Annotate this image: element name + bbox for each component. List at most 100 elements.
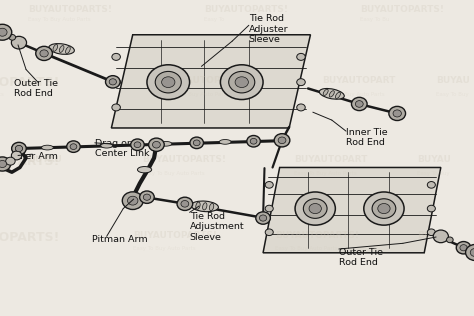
- Ellipse shape: [297, 53, 305, 60]
- Ellipse shape: [250, 138, 257, 144]
- Text: TOPARTS!: TOPARTS!: [0, 76, 60, 89]
- Ellipse shape: [297, 79, 305, 86]
- Text: Inner Tie
Rod End: Inner Tie Rod End: [346, 128, 388, 147]
- Text: BUYAUTOPARTS!: BUYAUTOPARTS!: [204, 5, 288, 14]
- Text: Tie Rod
Adjuster
Sleeve: Tie Rod Adjuster Sleeve: [249, 14, 289, 44]
- Ellipse shape: [112, 53, 120, 60]
- Ellipse shape: [447, 237, 453, 243]
- Text: BUYAU: BUYAU: [417, 155, 451, 164]
- Text: TOPARTS!: TOPARTS!: [0, 155, 60, 168]
- Ellipse shape: [40, 50, 48, 57]
- Text: Outer Tie
Rod End: Outer Tie Rod End: [339, 248, 383, 267]
- Text: Drag or
Center Link: Drag or Center Link: [95, 139, 149, 158]
- Ellipse shape: [372, 199, 396, 218]
- Ellipse shape: [309, 204, 321, 214]
- Text: TOPARTS!: TOPARTS!: [0, 231, 60, 244]
- Ellipse shape: [393, 110, 401, 117]
- Ellipse shape: [147, 65, 190, 100]
- Ellipse shape: [303, 199, 327, 218]
- Text: Parts: Parts: [0, 92, 4, 97]
- Ellipse shape: [15, 145, 23, 152]
- Ellipse shape: [42, 145, 54, 150]
- Ellipse shape: [356, 100, 363, 107]
- Text: Parts: Parts: [0, 171, 4, 176]
- Ellipse shape: [11, 151, 22, 160]
- Ellipse shape: [279, 137, 285, 143]
- Ellipse shape: [153, 141, 160, 148]
- Ellipse shape: [389, 106, 406, 120]
- Text: BUYAUTOPART: BUYAUTOPART: [294, 155, 367, 164]
- Ellipse shape: [428, 205, 436, 212]
- Text: BUYAUTOPARTS!: BUYAUTOPARTS!: [28, 5, 112, 14]
- Ellipse shape: [109, 79, 117, 85]
- Ellipse shape: [220, 65, 263, 100]
- Ellipse shape: [259, 215, 267, 221]
- Ellipse shape: [100, 143, 113, 148]
- Ellipse shape: [162, 77, 175, 88]
- Ellipse shape: [160, 142, 172, 146]
- Text: BUYAUTOPARTS!: BUYAUTOPARTS!: [133, 231, 217, 240]
- Ellipse shape: [460, 245, 467, 251]
- Ellipse shape: [428, 181, 436, 188]
- Ellipse shape: [275, 135, 289, 146]
- Ellipse shape: [65, 47, 70, 53]
- Ellipse shape: [12, 142, 26, 155]
- Ellipse shape: [336, 92, 340, 99]
- Polygon shape: [111, 35, 310, 128]
- Ellipse shape: [319, 88, 344, 99]
- Text: Easy To Buy Auto Parts: Easy To Buy Auto Parts: [166, 92, 228, 97]
- Ellipse shape: [247, 136, 260, 147]
- Ellipse shape: [9, 34, 16, 40]
- Ellipse shape: [456, 241, 471, 254]
- Ellipse shape: [191, 201, 219, 212]
- Text: Easy To Buy: Easy To Buy: [417, 171, 450, 176]
- Ellipse shape: [193, 140, 200, 146]
- Text: BUYAUTOPART: BUYAUTOPART: [322, 76, 396, 85]
- Ellipse shape: [122, 192, 143, 210]
- Ellipse shape: [219, 140, 231, 144]
- Ellipse shape: [155, 71, 181, 93]
- Ellipse shape: [295, 192, 336, 225]
- Text: Easy To Buy Auto Parts: Easy To Buy Auto Parts: [322, 92, 385, 97]
- Ellipse shape: [297, 104, 305, 111]
- Ellipse shape: [106, 76, 120, 88]
- Ellipse shape: [265, 205, 273, 212]
- Ellipse shape: [134, 142, 141, 148]
- Text: BUYAUTOPARTS!: BUYAUTOPARTS!: [142, 155, 226, 164]
- Ellipse shape: [36, 46, 53, 60]
- Ellipse shape: [67, 141, 80, 152]
- Ellipse shape: [265, 181, 273, 188]
- Ellipse shape: [265, 229, 273, 236]
- Text: Outer Tie
Rod End: Outer Tie Rod End: [14, 79, 58, 98]
- Text: BUYAUTOPARTS!: BUYAUTOPARTS!: [166, 76, 250, 85]
- Text: Easy To Buy Auto Parts: Easy To Buy Auto Parts: [142, 171, 205, 176]
- Ellipse shape: [11, 36, 27, 49]
- Ellipse shape: [235, 77, 248, 88]
- Text: Easy To Buy: Easy To Buy: [436, 92, 469, 97]
- Ellipse shape: [329, 91, 334, 97]
- Ellipse shape: [378, 204, 390, 214]
- Polygon shape: [263, 167, 441, 253]
- Ellipse shape: [0, 161, 7, 167]
- Ellipse shape: [210, 204, 214, 210]
- Text: BUYAUTOPARTS!: BUYAUTOPARTS!: [275, 231, 359, 240]
- Ellipse shape: [465, 245, 474, 260]
- Text: BUYAU: BUYAU: [436, 76, 470, 85]
- Ellipse shape: [351, 97, 367, 111]
- Ellipse shape: [428, 229, 436, 236]
- Ellipse shape: [274, 134, 290, 147]
- Ellipse shape: [6, 157, 15, 165]
- Ellipse shape: [364, 192, 404, 225]
- Ellipse shape: [323, 89, 328, 95]
- Ellipse shape: [59, 46, 64, 52]
- Ellipse shape: [202, 203, 207, 210]
- Ellipse shape: [196, 202, 200, 209]
- Ellipse shape: [0, 157, 11, 171]
- Text: BUYAUTOPARTS!: BUYAUTOPARTS!: [360, 5, 444, 14]
- Ellipse shape: [228, 71, 255, 93]
- Ellipse shape: [140, 191, 154, 204]
- Ellipse shape: [256, 212, 270, 224]
- Ellipse shape: [143, 194, 151, 200]
- Ellipse shape: [470, 248, 474, 257]
- Text: Pitman Arm: Pitman Arm: [92, 235, 148, 244]
